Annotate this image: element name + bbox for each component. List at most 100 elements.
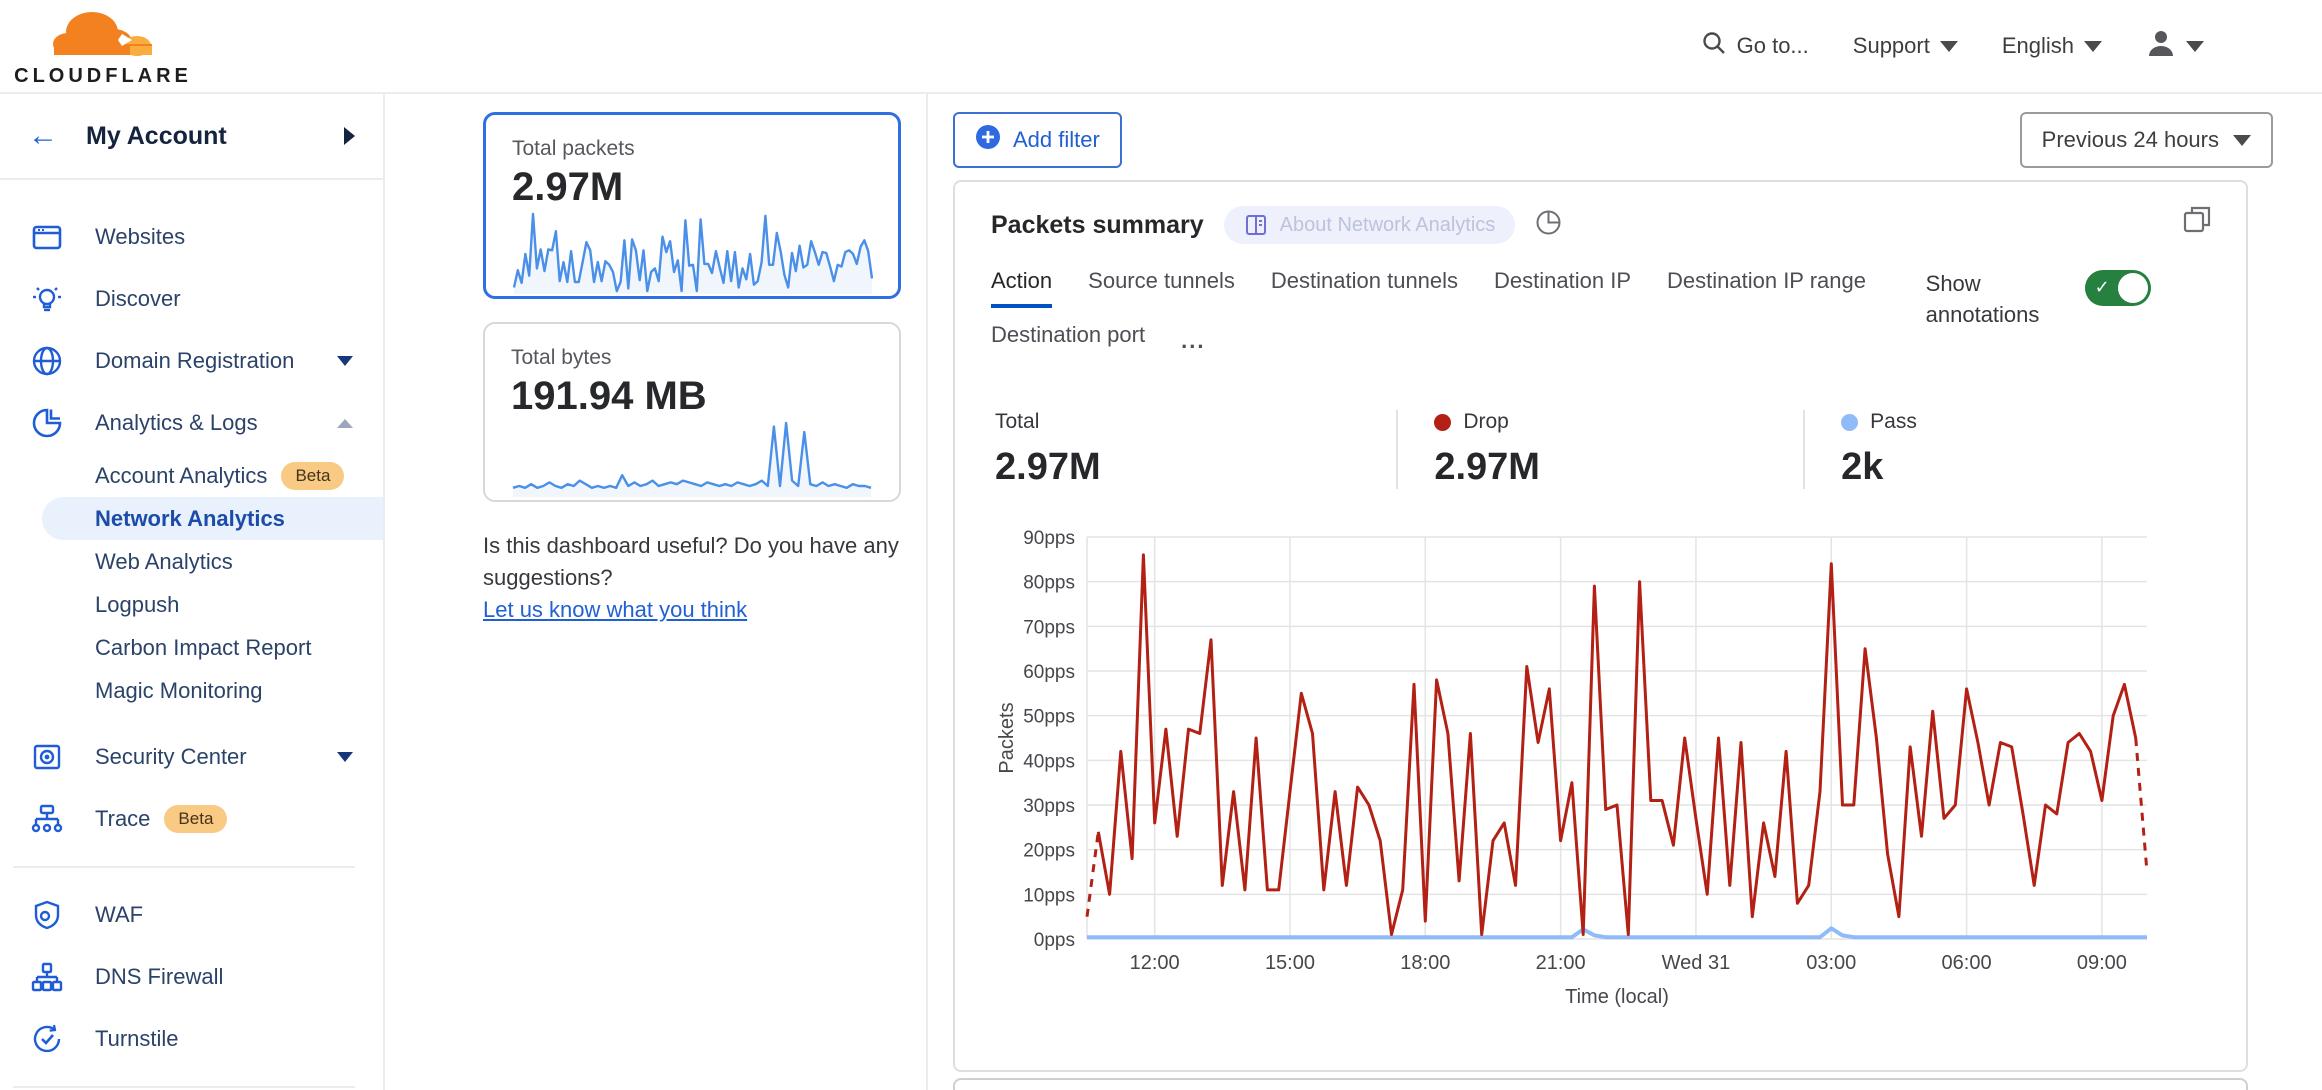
support-menu[interactable]: Support <box>1853 33 1958 59</box>
sidebar-divider <box>13 866 355 868</box>
hierarchy-icon <box>30 960 64 994</box>
beta-badge: Beta <box>164 805 228 833</box>
pass-dot <box>1841 413 1859 431</box>
sidebar-item-carbon-impact-report[interactable]: Carbon Impact Report <box>95 634 312 660</box>
pie-chart-icon[interactable] <box>1535 209 1562 241</box>
safe-icon <box>30 740 64 774</box>
search-icon <box>1701 30 1727 62</box>
total-bytes-label: Total bytes <box>511 346 612 369</box>
sidebar-item-waf[interactable]: WAF <box>0 884 383 946</box>
add-filter-button[interactable]: Add filter <box>953 112 1122 168</box>
packets-summary-panel: Packets summary About Network Analytics <box>953 180 2248 1072</box>
stat-pass: Pass 2k <box>1803 410 2210 489</box>
tab-destination-ip-range[interactable]: Destination IP range <box>1667 268 1866 293</box>
svg-text:40pps: 40pps <box>1023 751 1075 772</box>
beta-badge: Beta <box>281 461 345 490</box>
svg-text:15:00: 15:00 <box>1265 952 1315 974</box>
cloudflare-logo[interactable]: CLOUDFLARE <box>14 4 188 88</box>
svg-text:30pps: 30pps <box>1023 796 1075 817</box>
overview-column: Total packets 2.97M Total bytes 191.94 M… <box>387 94 928 1090</box>
globe-icon <box>30 344 64 378</box>
sidebar-item-magic-monitoring[interactable]: Magic Monitoring <box>95 677 263 703</box>
sidebar-item-web-analytics[interactable]: Web Analytics <box>95 548 233 574</box>
chevron-down-icon <box>337 752 353 762</box>
user-icon <box>2146 28 2176 64</box>
tab-destination-port[interactable]: Destination port <box>991 322 1146 347</box>
svg-text:0pps: 0pps <box>1034 930 1075 951</box>
language-menu[interactable]: English <box>2002 33 2102 59</box>
sidebar-item-discover[interactable]: Discover <box>0 268 383 330</box>
total-bytes-sparkline <box>512 421 872 497</box>
packets-time-series-chart[interactable]: 0pps 10pps 20pps 30pps 40pps 50pps 60pps 70pps 8… <box>991 525 2210 1020</box>
top-header: CLOUDFLARE Go to... Support English <box>0 0 2322 94</box>
chevron-down-icon <box>2233 134 2251 146</box>
sidebar-item-domain-registration[interactable]: Domain Registration <box>0 330 383 392</box>
account-menu[interactable] <box>2146 28 2204 64</box>
book-icon <box>1245 215 1266 235</box>
show-annotations-label: Show annotations <box>1925 271 2040 327</box>
tab-source-tunnels[interactable]: Source tunnels <box>1088 268 1235 293</box>
sidebar: ← My Account Websites <box>0 94 385 1090</box>
account-name: My Account <box>86 121 227 150</box>
total-packets-label: Total packets <box>512 137 635 160</box>
total-packets-card[interactable]: Total packets 2.97M <box>483 112 901 299</box>
plus-circle-icon <box>975 124 1001 156</box>
stats-row: Total 2.97M Drop 2.97M Pass 2k <box>991 410 2210 489</box>
sidebar-account-header: ← My Account <box>0 94 383 180</box>
next-panel-sliver <box>953 1078 2248 1090</box>
feedback-text: Is this dashboard useful? Do you have an… <box>483 533 899 590</box>
svg-text:Time (local): Time (local) <box>1565 986 1669 1008</box>
svg-text:50pps: 50pps <box>1023 707 1075 728</box>
svg-text:70pps: 70pps <box>1023 617 1075 638</box>
total-bytes-value: 191.94 MB <box>511 374 707 418</box>
main-content: Add filter Previous 24 hours Packets sum… <box>929 94 2322 1090</box>
stat-drop: Drop 2.97M <box>1396 410 1803 489</box>
stat-total: Total 2.97M <box>995 410 1101 488</box>
show-annotations-toggle[interactable]: ✓ <box>2084 270 2151 306</box>
svg-text:80pps: 80pps <box>1023 573 1075 594</box>
feedback-link[interactable]: Let us know what you think <box>483 597 748 622</box>
lightbulb-icon <box>30 282 64 316</box>
svg-text:18:00: 18:00 <box>1400 952 1450 974</box>
sidebar-item-trace[interactable]: Trace Beta <box>0 788 383 850</box>
panel-title: Packets summary <box>991 210 1204 239</box>
sidebar-divider <box>13 1086 355 1088</box>
cloudflare-cloud-icon <box>44 4 162 63</box>
analytics-pie-icon <box>30 406 64 440</box>
trace-icon <box>30 802 64 836</box>
sidebar-item-analytics-logs[interactable]: Analytics & Logs <box>0 392 383 454</box>
svg-text:10pps: 10pps <box>1023 885 1075 906</box>
back-arrow-icon[interactable]: ← <box>28 119 58 152</box>
svg-text:03:00: 03:00 <box>1806 952 1856 974</box>
sidebar-item-security-center[interactable]: Security Center <box>0 726 383 788</box>
svg-text:09:00: 09:00 <box>2077 952 2127 974</box>
chevron-right-icon[interactable] <box>344 127 355 145</box>
tab-destination-tunnels[interactable]: Destination tunnels <box>1270 268 1459 293</box>
sidebar-item-turnstile[interactable]: Turnstile <box>0 1008 383 1070</box>
sidebar-item-dns-firewall[interactable]: DNS Firewall <box>0 946 383 1008</box>
tab-action[interactable]: Action <box>991 268 1053 308</box>
chevron-down-icon <box>2084 40 2102 52</box>
tab-destination-ip[interactable]: Destination IP <box>1494 268 1632 293</box>
svg-text:Packets: Packets <box>996 702 1018 773</box>
total-bytes-card[interactable]: Total bytes 191.94 MB <box>483 322 901 502</box>
about-network-analytics-pill[interactable]: About Network Analytics <box>1223 206 1516 244</box>
total-packets-sparkline <box>512 212 874 294</box>
check-icon: ✓ <box>2094 277 2110 297</box>
goto-search[interactable]: Go to... <box>1701 30 1809 62</box>
chevron-down-icon <box>337 356 353 366</box>
svg-text:20pps: 20pps <box>1023 841 1075 862</box>
svg-text:90pps: 90pps <box>1023 528 1075 549</box>
time-range-dropdown[interactable]: Previous 24 hours <box>2019 112 2273 168</box>
sidebar-item-account-analytics[interactable]: Account Analytics Beta <box>0 454 383 497</box>
svg-text:Wed 31: Wed 31 <box>1662 952 1731 974</box>
sidebar-item-logpush[interactable]: Logpush <box>95 591 180 617</box>
chevron-up-icon <box>337 418 353 428</box>
expand-panel-icon[interactable] <box>2182 204 2212 239</box>
sidebar-item-network-analytics[interactable]: Network Analytics <box>42 497 383 540</box>
sidebar-item-websites[interactable]: Websites <box>0 206 383 268</box>
more-tabs-button[interactable]: ... <box>1181 328 1206 353</box>
refresh-check-icon <box>30 1022 64 1056</box>
shield-icon <box>30 898 64 932</box>
